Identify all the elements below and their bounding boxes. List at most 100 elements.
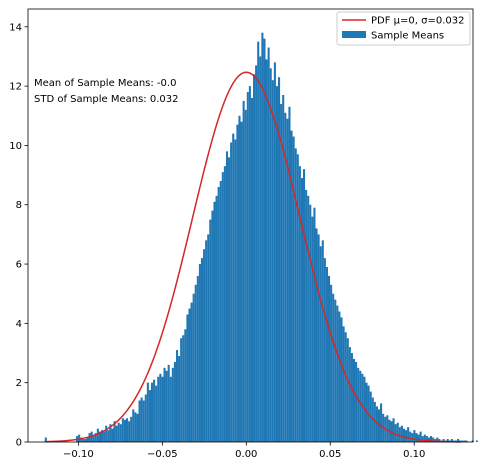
histogram-bar <box>348 347 351 442</box>
histogram-bar <box>200 258 204 442</box>
histogram-bar <box>223 166 226 442</box>
histogram-bar <box>105 425 108 442</box>
histogram-bar <box>319 246 322 442</box>
histogram-bar <box>344 332 347 442</box>
histogram-bar <box>142 400 145 442</box>
histogram-bar <box>415 433 418 442</box>
histogram-bar <box>294 148 297 442</box>
pdf-curve <box>44 71 462 443</box>
histogram-bar <box>436 437 439 442</box>
histogram-bar <box>269 68 272 443</box>
x-tick-label: 0.05 <box>319 449 341 460</box>
histogram-bar <box>432 437 435 442</box>
histogram-bar <box>375 406 378 442</box>
histogram-bar <box>342 326 345 442</box>
histogram-bar <box>309 204 312 442</box>
histogram-bar <box>169 376 172 442</box>
histogram-bar <box>417 434 420 442</box>
histogram-bar <box>98 431 102 442</box>
y-tick-label: 8 <box>16 200 22 211</box>
histogram-bar <box>271 80 274 442</box>
x-tick-label: −0.10 <box>63 449 94 460</box>
histogram-bar <box>273 62 276 443</box>
histogram-bar <box>463 440 466 442</box>
histogram-bar <box>119 424 122 442</box>
histogram-bar <box>244 109 247 442</box>
histogram-bar <box>161 376 164 442</box>
histogram-bar <box>134 412 137 442</box>
histogram-bar <box>323 258 326 442</box>
histogram-bar <box>386 415 389 442</box>
histogram-bar <box>196 275 199 442</box>
histogram-bar <box>92 434 95 442</box>
histogram-bar <box>313 207 316 442</box>
y-tick-label: 0 <box>16 438 22 449</box>
histogram-bar <box>296 154 299 443</box>
histogram-bar <box>246 92 249 442</box>
plot-frame <box>27 8 474 443</box>
legend-box <box>336 11 471 46</box>
histogram-bar <box>334 299 337 442</box>
histogram-bar <box>221 172 224 442</box>
histogram-bar <box>211 210 214 442</box>
histogram-bar <box>44 437 47 442</box>
histogram-bar <box>219 181 222 442</box>
histogram-bar <box>250 97 254 443</box>
histogram-bar <box>184 329 187 442</box>
histogram-bar <box>402 428 406 442</box>
legend-histogram-swatch <box>342 31 366 38</box>
histogram-bar <box>259 56 262 442</box>
histogram-bar <box>109 424 112 442</box>
histogram-bar <box>107 430 110 442</box>
histogram-bar <box>405 430 408 442</box>
histogram-bar <box>101 430 104 442</box>
histogram-bar <box>380 403 383 442</box>
histogram-bar <box>215 195 218 442</box>
histogram-bar <box>253 74 256 442</box>
histogram-bar <box>178 355 181 442</box>
histogram-bar <box>290 130 293 442</box>
histogram-bar <box>286 118 289 442</box>
histogram-bar <box>138 400 141 442</box>
histogram-bar <box>228 157 231 443</box>
axes <box>27 8 474 443</box>
histogram-bar <box>238 115 241 442</box>
y-tick-label: 12 <box>9 82 22 93</box>
histogram-bar <box>461 440 464 442</box>
histogram-bar <box>132 409 135 442</box>
histogram-bar <box>421 436 424 442</box>
histogram-bars <box>44 32 480 443</box>
histogram-bar <box>232 133 235 442</box>
histogram-bar <box>130 416 133 442</box>
histogram-bar <box>475 440 478 442</box>
histogram-bar <box>442 439 445 442</box>
histogram-bar <box>225 151 229 442</box>
histogram-bar <box>209 219 212 442</box>
histogram-bar <box>136 413 139 442</box>
y-tick-label: 14 <box>9 22 22 33</box>
histogram-bar <box>300 178 303 442</box>
histogram-bar <box>140 397 143 442</box>
histogram-bar <box>84 439 87 442</box>
histogram-bar <box>411 433 414 442</box>
histogram-bar <box>409 431 412 442</box>
histogram-bar <box>398 427 401 442</box>
histogram-bar <box>357 367 360 442</box>
histogram-bar <box>242 100 245 442</box>
histogram-bar <box>396 422 399 442</box>
histogram-bar <box>203 249 206 442</box>
pdf-curve-layer <box>44 71 462 443</box>
histogram-bar <box>263 38 266 443</box>
histogram-bar <box>305 189 308 442</box>
histogram-bar <box>325 267 328 442</box>
histogram-bar <box>350 353 353 442</box>
histogram-bar <box>115 425 118 442</box>
x-tick-label: 0.10 <box>403 449 425 460</box>
histogram-bar <box>123 419 127 442</box>
legend-pdf-label: PDF μ=0, σ=0.032 <box>371 16 464 27</box>
histogram-bar <box>180 338 183 442</box>
histogram-bar <box>400 425 403 442</box>
histogram-bar <box>298 166 301 442</box>
